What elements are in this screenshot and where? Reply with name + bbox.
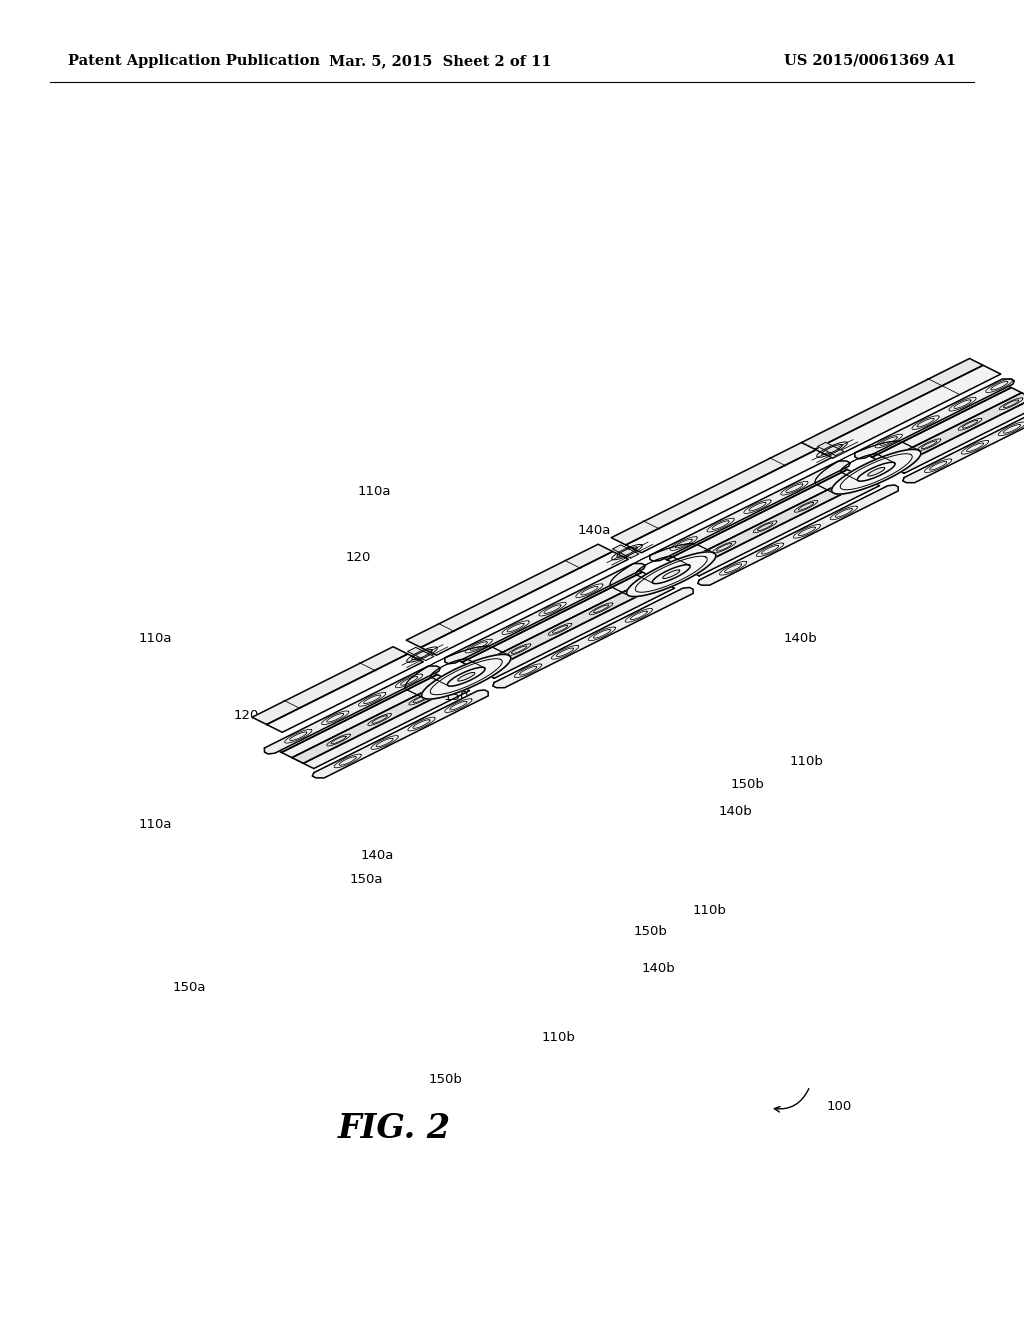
Polygon shape bbox=[266, 653, 423, 733]
Polygon shape bbox=[483, 583, 675, 678]
Polygon shape bbox=[422, 655, 511, 700]
Text: 140b: 140b bbox=[642, 962, 675, 975]
Polygon shape bbox=[663, 570, 680, 578]
Polygon shape bbox=[626, 449, 834, 553]
Text: FIG. 2: FIG. 2 bbox=[338, 1111, 451, 1144]
Polygon shape bbox=[421, 552, 629, 655]
Polygon shape bbox=[867, 467, 885, 477]
Polygon shape bbox=[303, 685, 470, 768]
Polygon shape bbox=[697, 484, 898, 585]
Text: 120: 120 bbox=[346, 550, 371, 564]
Polygon shape bbox=[860, 381, 1012, 457]
Polygon shape bbox=[611, 442, 818, 545]
Polygon shape bbox=[855, 379, 1015, 459]
Text: 150a: 150a bbox=[173, 981, 206, 994]
Polygon shape bbox=[828, 370, 991, 451]
Polygon shape bbox=[867, 467, 885, 477]
Polygon shape bbox=[458, 672, 475, 681]
Polygon shape bbox=[871, 388, 1022, 462]
Polygon shape bbox=[422, 655, 511, 700]
Polygon shape bbox=[472, 577, 665, 673]
Polygon shape bbox=[458, 672, 475, 681]
Text: 140a: 140a bbox=[453, 667, 485, 680]
Text: 150b: 150b bbox=[633, 925, 668, 939]
Polygon shape bbox=[612, 545, 639, 558]
Polygon shape bbox=[407, 544, 612, 647]
Polygon shape bbox=[883, 393, 1024, 469]
Polygon shape bbox=[292, 680, 459, 763]
Polygon shape bbox=[802, 359, 983, 449]
Text: Patent Application Publication: Patent Application Publication bbox=[68, 54, 319, 69]
Polygon shape bbox=[312, 690, 488, 777]
Polygon shape bbox=[814, 363, 976, 444]
Polygon shape bbox=[663, 570, 680, 578]
Polygon shape bbox=[903, 403, 1024, 483]
Polygon shape bbox=[264, 667, 440, 754]
Text: 140a: 140a bbox=[360, 849, 393, 862]
Text: 110b: 110b bbox=[790, 755, 824, 768]
Polygon shape bbox=[831, 449, 921, 494]
Text: Mar. 5, 2015  Sheet 2 of 11: Mar. 5, 2015 Sheet 2 of 11 bbox=[329, 54, 551, 69]
Polygon shape bbox=[444, 564, 645, 664]
Polygon shape bbox=[817, 442, 844, 455]
Text: 150b: 150b bbox=[428, 1073, 463, 1086]
Polygon shape bbox=[667, 470, 858, 565]
Polygon shape bbox=[282, 675, 447, 758]
Text: 100: 100 bbox=[827, 1100, 852, 1113]
Polygon shape bbox=[815, 366, 1000, 458]
Polygon shape bbox=[462, 572, 652, 668]
Polygon shape bbox=[677, 475, 869, 570]
Polygon shape bbox=[408, 647, 434, 660]
Text: 110a: 110a bbox=[139, 818, 172, 832]
Polygon shape bbox=[252, 647, 408, 725]
Text: 120: 120 bbox=[233, 709, 258, 722]
Text: 150a: 150a bbox=[444, 690, 477, 704]
Polygon shape bbox=[831, 449, 921, 494]
Text: 140b: 140b bbox=[784, 632, 817, 645]
Polygon shape bbox=[627, 552, 716, 597]
Text: US 2015/0061369 A1: US 2015/0061369 A1 bbox=[784, 54, 956, 69]
Polygon shape bbox=[894, 399, 1024, 474]
Text: 140a: 140a bbox=[578, 524, 610, 537]
Polygon shape bbox=[270, 669, 437, 752]
Polygon shape bbox=[627, 552, 716, 597]
Polygon shape bbox=[650, 461, 850, 561]
Text: 140b: 140b bbox=[719, 805, 752, 818]
Text: 110b: 110b bbox=[692, 904, 727, 917]
Text: 110b: 110b bbox=[541, 1031, 575, 1044]
Polygon shape bbox=[451, 566, 642, 663]
Polygon shape bbox=[655, 463, 847, 560]
Polygon shape bbox=[689, 480, 880, 576]
Polygon shape bbox=[493, 587, 693, 688]
Text: 150a: 150a bbox=[350, 873, 383, 886]
Text: 110a: 110a bbox=[358, 484, 391, 498]
Text: 150b: 150b bbox=[730, 777, 765, 791]
Text: 110a: 110a bbox=[139, 632, 172, 645]
